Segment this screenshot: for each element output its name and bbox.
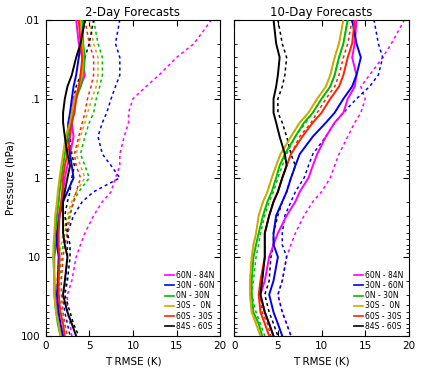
Legend: 60N - 84N, 30N - 60N, 0N - 30N, 30S -  0N, 60S - 30S, 84S - 60S: 60N - 84N, 30N - 60N, 0N - 30N, 30S - 0N…: [163, 269, 216, 332]
X-axis label: T RMSE (K): T RMSE (K): [293, 356, 350, 366]
Legend: 60N - 84N, 30N - 60N, 0N - 30N, 30S -  0N, 60S - 30S, 84S - 60S: 60N - 84N, 30N - 60N, 0N - 30N, 30S - 0N…: [352, 269, 405, 332]
X-axis label: T RMSE (K): T RMSE (K): [104, 356, 161, 366]
Title: 10-Day Forecasts: 10-Day Forecasts: [270, 6, 373, 19]
Title: 2-Day Forecasts: 2-Day Forecasts: [85, 6, 181, 19]
Y-axis label: Pressure (hPa): Pressure (hPa): [5, 141, 16, 215]
